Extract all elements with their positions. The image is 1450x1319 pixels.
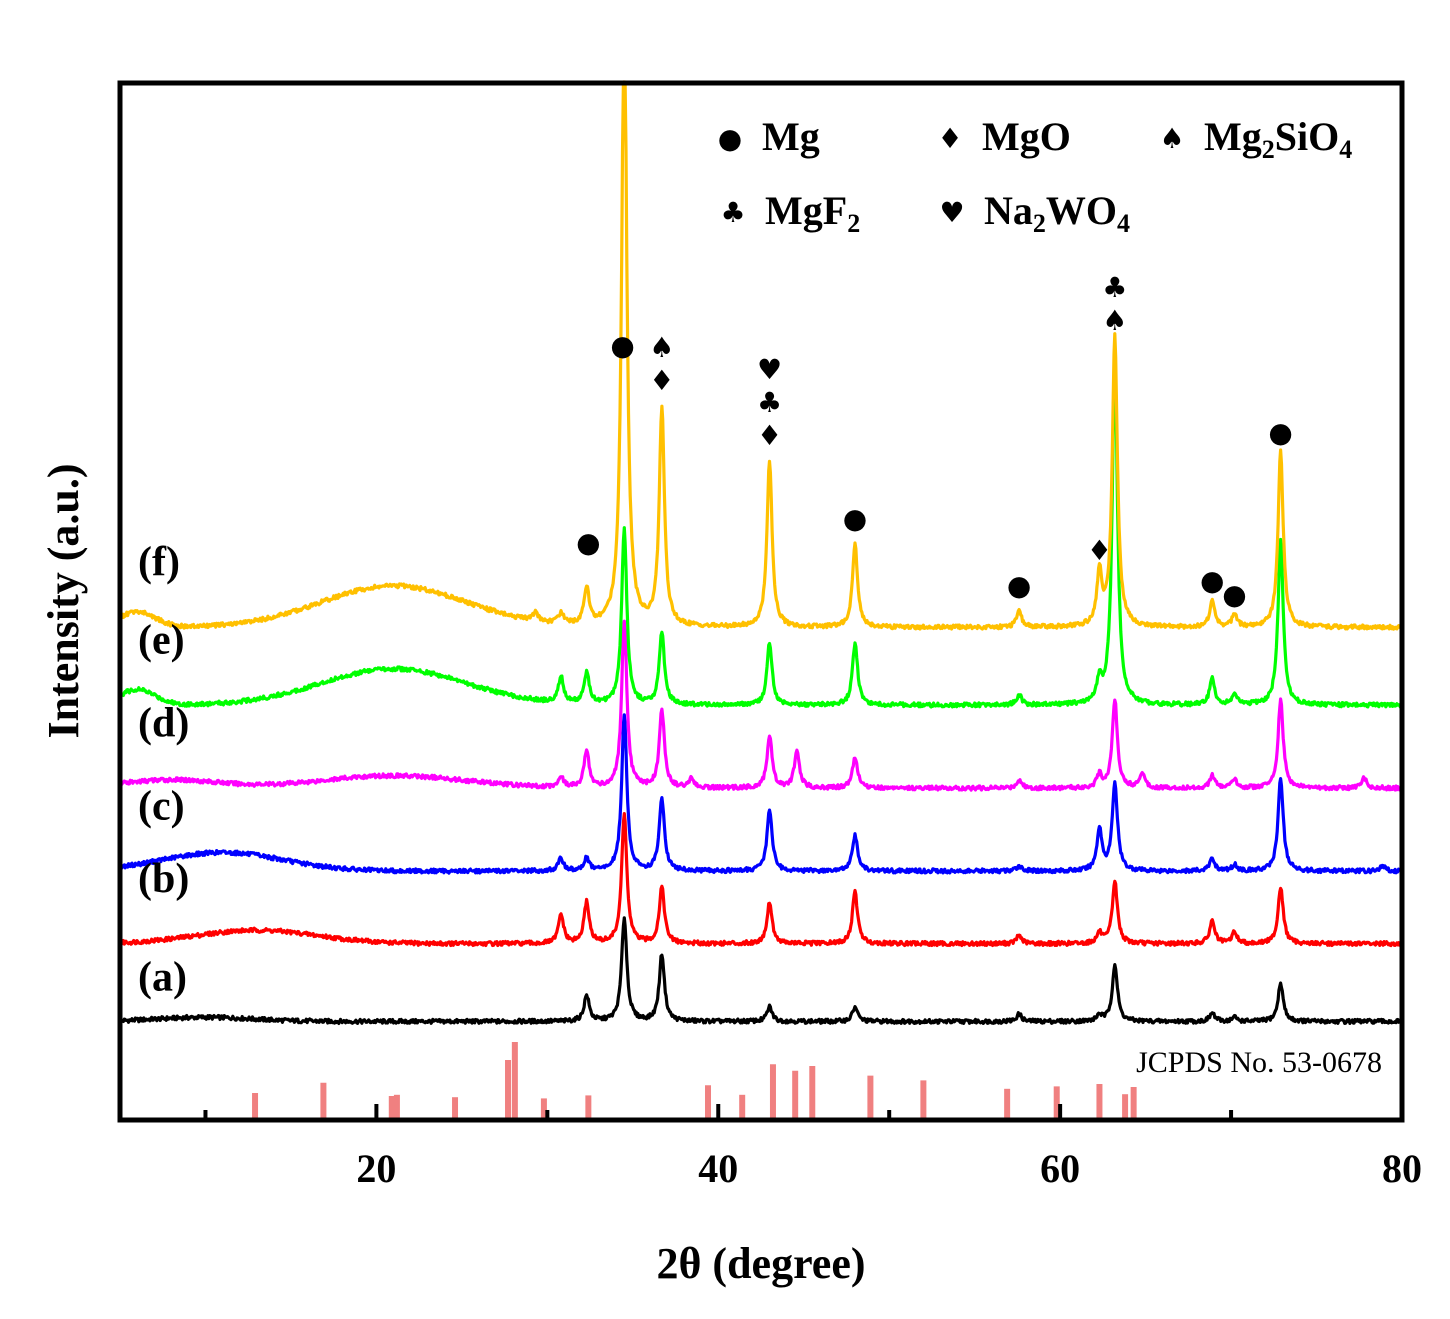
series-label-a: (a) [138,954,187,1000]
series-label-c: (c) [138,783,185,829]
peak-marker-5-0: ● [576,526,600,559]
series-trace-b [119,811,1404,948]
legend-symbol-4: ♥ [939,196,964,229]
series-trace-a [118,916,1404,1026]
x-tick-label-20: 20 [356,1146,396,1191]
x-axis-label: 2θ (degree) [656,1239,865,1288]
peak-marker-7-0: ● [1007,569,1031,602]
series-group [118,80,1404,1026]
legend: ● Mg ♦ MgO ♠ Mg2SiO4 ♣ MgF2 ♥ Na2WO4 [718,114,1352,238]
series-label-b: (b) [138,856,189,902]
peak-marker-2-2: ♦ [757,419,782,452]
series-trace-f [118,80,1404,631]
legend-label-0: Mg [762,114,820,159]
legend-label-1: MgO [982,114,1071,159]
peak-marker-9-0: ● [1200,564,1224,597]
reference-pattern [252,1042,1137,1120]
peak-marker-4-0: ● [1268,416,1292,449]
series-labels: (a) (b) (c) (d) (e) (f) [138,540,189,1001]
peak-marker-1-0: ♠ [649,331,674,364]
legend-label-4: Na2WO4 [984,188,1130,238]
legend-label-3: MgF2 [765,188,860,238]
series-trace-d [119,619,1404,792]
legend-symbol-2: ♠ [1159,122,1184,155]
peak-marker-6-0: ● [843,502,867,535]
series-label-f: (f) [138,540,180,586]
x-tick-label-60: 60 [1040,1146,1080,1191]
peak-marker-1-1: ♦ [649,364,674,397]
series-trace-c [118,713,1404,875]
x-tick-label-40: 40 [698,1146,738,1191]
y-axis-label: Intensity (a.u.) [39,463,88,738]
peak-marker-0-0: ● [610,329,634,362]
plot-frame [117,80,1405,1123]
peak-marker-10-0: ● [1222,578,1246,611]
legend-symbol-0: ● [718,122,742,155]
peak-marker-3-0: ♣ [1102,271,1127,304]
series-label-e: (e) [138,617,185,663]
peak-marker-8-0: ♦ [1087,534,1112,567]
peak-marker-2-1: ♣ [757,386,782,419]
series-trace-e [118,348,1404,709]
peak-annotations: ● ♠♦ ♥♣♦♣♠●●●●♦●● [576,271,1293,611]
legend-symbol-3: ♣ [720,196,745,229]
legend-label-2: Mg2SiO4 [1204,114,1352,164]
reference-label: JCPDS No. 53-0678 [1136,1046,1382,1079]
legend-symbol-1: ♦ [937,122,962,155]
x-tick-label-80: 80 [1382,1146,1422,1191]
x-axis-ticks: 20 40 60 80 [203,1104,1422,1191]
peak-marker-2-0: ♥ [757,353,782,386]
peak-marker-3-1: ♠ [1102,304,1127,337]
series-label-d: (d) [138,700,189,746]
